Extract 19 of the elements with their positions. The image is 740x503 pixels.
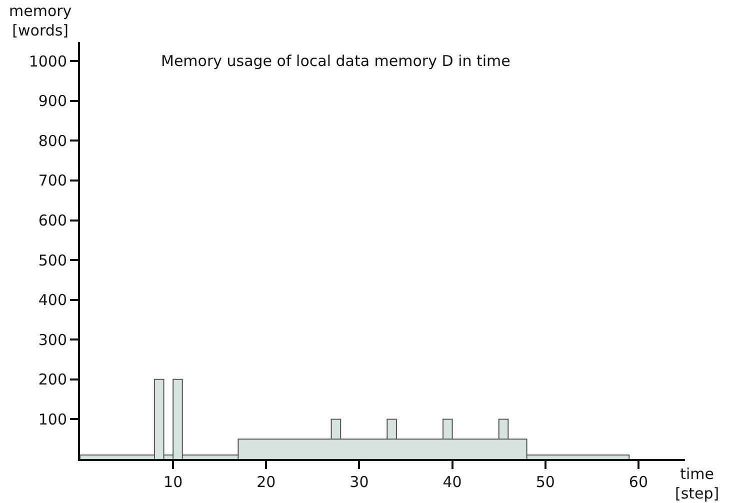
x-tick-label: 10: [164, 473, 183, 491]
y-tick-label: 600: [38, 212, 67, 230]
y-tick-label: 400: [38, 291, 67, 310]
y-tick-label: 1000: [28, 52, 67, 70]
x-tick-label: 20: [256, 473, 276, 491]
x-axis-title: time [step]: [675, 465, 720, 502]
y-tick-label: 500: [38, 251, 67, 270]
y-axis-title: memory [words]: [9, 2, 72, 40]
y-tick-label: 700: [38, 172, 67, 190]
x-tick-label: 30: [350, 473, 369, 491]
y-tick-label: 200: [38, 370, 67, 389]
x-tick-label: 60: [628, 473, 648, 491]
y-tick-label: 800: [38, 132, 67, 150]
x-tick-label: 50: [536, 473, 555, 491]
y-tick-label: 100: [38, 410, 67, 428]
y-tick-label: 900: [38, 92, 67, 110]
x-tick-label: 40: [442, 473, 462, 491]
y-tick-label: 300: [38, 330, 67, 349]
text: Memory usage of local data memory D in time: [161, 52, 510, 70]
